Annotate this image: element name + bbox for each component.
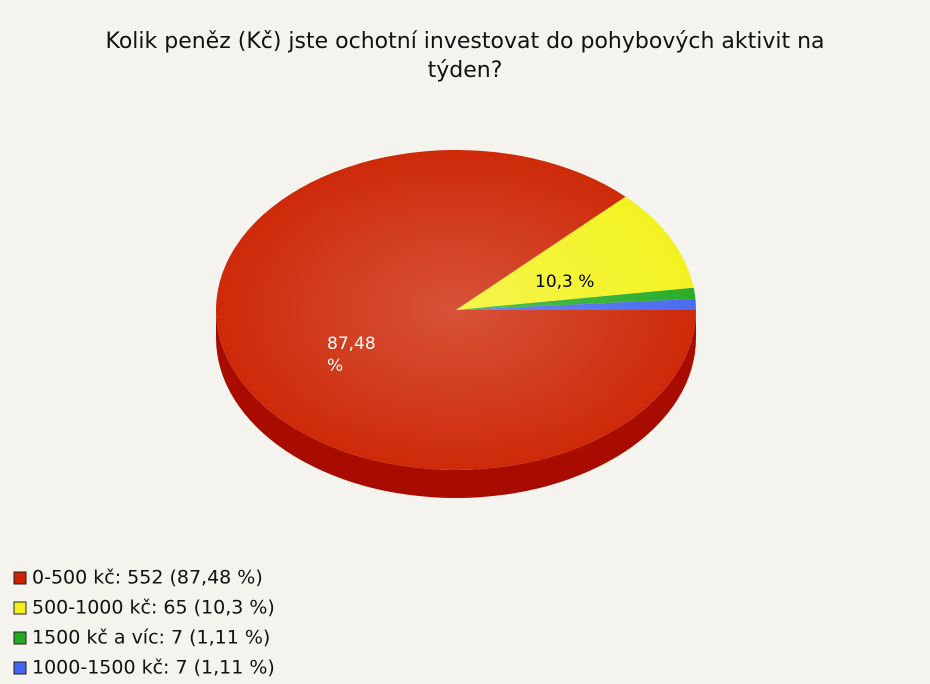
legend-label: 0-500 kč: 552 (87,48 %) [32,567,263,589]
legend-swatch [13,661,27,675]
legend-label: 500-1000 kč: 65 (10,3 %) [32,597,275,619]
slice-label: 87,48% [327,334,376,376]
legend-swatch [13,631,27,645]
legend-label: 1000-1500 kč: 7 (1,11 %) [32,657,275,679]
legend-label: 1500 kč a víc: 7 (1,11 %) [32,627,270,649]
legend-swatch [13,571,27,585]
slice-label: 10,3 % [535,272,594,292]
legend-swatch [13,601,27,615]
chart-title: Kolik peněz (Kč) jste ochotní investovat… [105,29,824,83]
